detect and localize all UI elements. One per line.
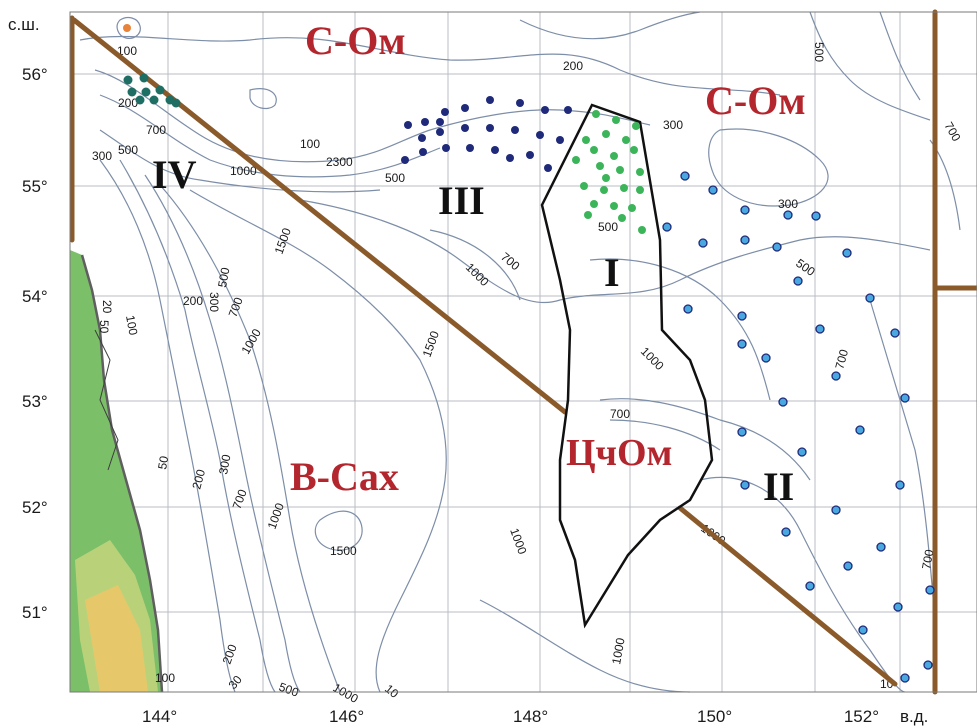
station-orange: [123, 24, 131, 32]
land-sakhalin: [70, 250, 164, 693]
depth-label: 700: [230, 487, 250, 511]
depth-label: 2300: [326, 155, 353, 169]
depth-label: 200: [189, 467, 208, 490]
depth-label: 200: [563, 59, 583, 73]
depth-label: 300: [216, 453, 233, 475]
lat-unit-label: с.ш.: [8, 15, 40, 34]
depth-label: 700: [146, 123, 166, 137]
depth-label: 50: [155, 455, 171, 471]
region-label-s-om-east: С-Ом: [705, 78, 806, 123]
lon-label: 144°: [142, 707, 177, 726]
region-label-tschom: ЦчОм: [566, 432, 672, 474]
zone-label-iv: IV: [152, 152, 197, 197]
depth-label: 300: [207, 292, 221, 312]
depth-label: 500: [812, 42, 826, 62]
depth-label: 700: [919, 548, 936, 570]
depth-label: 700: [832, 347, 851, 370]
depth-label: 1000: [609, 636, 627, 665]
depth-label: 50: [97, 320, 111, 334]
stations-light-blue: [662, 171, 935, 683]
lon-unit-label: в.д.: [900, 707, 928, 726]
depth-label: 500: [598, 220, 618, 234]
lon-label: 148°: [513, 707, 548, 726]
lat-label: 52°: [22, 498, 48, 517]
zone-label-i: I: [604, 250, 620, 295]
lat-label: 56°: [22, 65, 48, 84]
depth-label: 500: [385, 171, 405, 185]
lat-label: 51°: [22, 603, 48, 622]
zone-label-iii: III: [438, 178, 485, 223]
map-area: [70, 12, 977, 692]
depth-label: 300: [92, 149, 112, 163]
stations-dark-blue: [401, 96, 572, 172]
lat-label: 54°: [22, 287, 48, 306]
zone-label-ii: II: [763, 464, 794, 509]
depth-label: 300: [778, 197, 798, 211]
depth-label: 200: [183, 294, 203, 308]
depth-label: 500: [277, 680, 301, 700]
zone-boundaries: [69, 9, 977, 695]
stations-green: [572, 110, 646, 234]
depth-contours: [79, 11, 961, 693]
graticule: [70, 12, 977, 693]
longitude-axis: 144° 146° 148° 150° 152° в.д.: [142, 707, 928, 726]
depth-label: 300: [663, 118, 683, 132]
depth-label: 100: [300, 137, 320, 151]
lon-label: 152°: [844, 707, 879, 726]
region-label-v-sakh: В-Сах: [290, 454, 399, 499]
zone-polygon-i: [540, 103, 714, 629]
stations-teal: [123, 73, 181, 108]
region-label-s-om-west: С-Ом: [305, 18, 406, 63]
depth-label: 100: [123, 314, 140, 336]
depth-label: 500: [118, 143, 138, 157]
depth-label: 200: [220, 642, 240, 666]
map-frame: [69, 11, 977, 693]
lon-label: 150°: [697, 707, 732, 726]
depth-label: 20: [100, 300, 114, 314]
depth-label: 100: [117, 44, 137, 58]
lat-label: 53°: [22, 392, 48, 411]
lat-label: 55°: [22, 177, 48, 196]
depth-label: 700: [610, 407, 630, 421]
depth-label: 1000: [230, 164, 257, 178]
depth-label: 500: [215, 266, 232, 288]
depth-label: 1500: [330, 544, 357, 558]
depth-label: 700: [226, 295, 246, 319]
latitude-axis: с.ш. 56° 55° 54° 53° 52° 51°: [8, 15, 48, 622]
depth-label: 200: [118, 96, 138, 110]
lon-label: 146°: [329, 707, 364, 726]
depth-label: 100: [155, 671, 175, 685]
